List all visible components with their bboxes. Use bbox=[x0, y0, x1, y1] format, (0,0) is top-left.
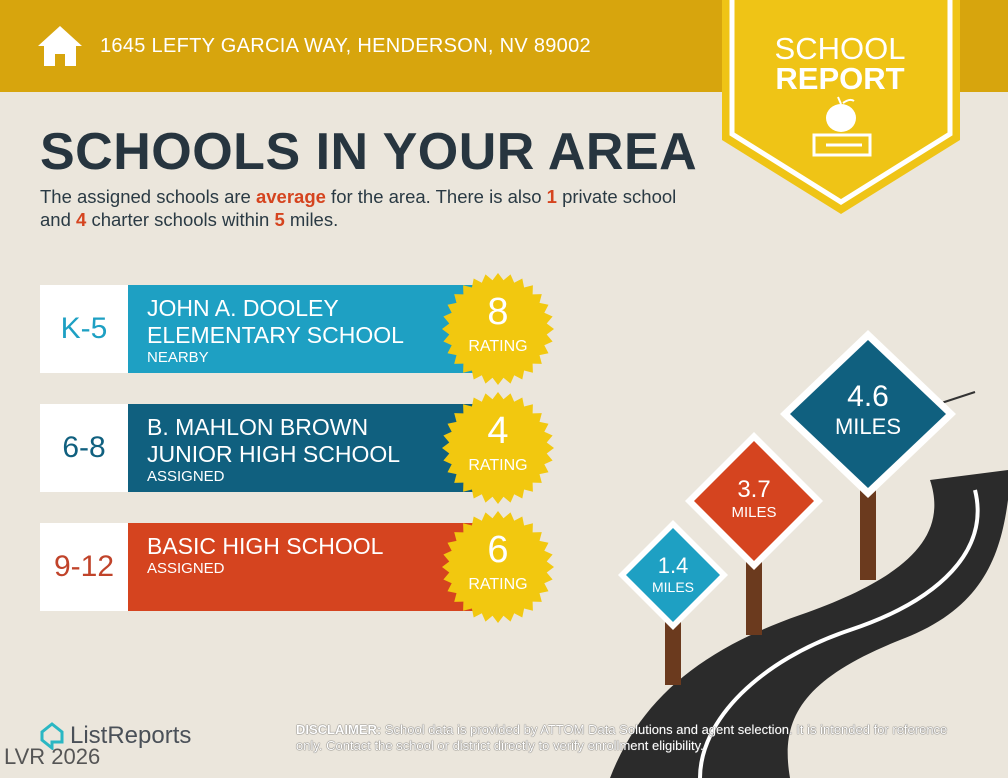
rating-label: RATING bbox=[468, 457, 528, 474]
sign-unit: MILES bbox=[731, 504, 777, 521]
road bbox=[610, 470, 1008, 778]
intro-text: The assigned schools are average for the… bbox=[40, 186, 677, 230]
rating-label: RATING bbox=[468, 576, 528, 593]
rating-starburst-icon bbox=[442, 511, 554, 623]
school-name: JOHN A. DOOLEY bbox=[147, 295, 339, 321]
school-name: BASIC HIGH SCHOOL bbox=[147, 533, 384, 559]
school-report-badge: SCHOOL REPORT bbox=[722, 0, 960, 219]
badge-line1: SCHOOL bbox=[774, 31, 906, 66]
rating-label: RATING bbox=[468, 338, 528, 355]
sign-value: 3.7 bbox=[737, 476, 771, 503]
school-status: NEARBY bbox=[147, 349, 209, 366]
school-name-bar: JOHN A. DOOLEY ELEMENTARY SCHOOL NEARBY bbox=[128, 285, 473, 373]
school-row: 9-12 BASIC HIGH SCHOOL ASSIGNED 6 RATING bbox=[40, 511, 560, 623]
apple-on-book-icon bbox=[812, 96, 872, 157]
sign-value: 1.4 bbox=[657, 553, 689, 578]
sign-3-7-miles bbox=[685, 432, 823, 570]
grade-level: K-5 bbox=[40, 285, 128, 373]
brand-name: ListReports bbox=[70, 722, 192, 749]
school-row: 6-8 B. MAHLON BROWN JUNIOR HIGH SCHOOL ASS… bbox=[40, 392, 560, 504]
school-status: ASSIGNED bbox=[147, 468, 225, 485]
sign-1-4-miles bbox=[618, 520, 728, 630]
school-name: JUNIOR HIGH SCHOOL bbox=[147, 441, 401, 467]
school-name: B. MAHLON BROWN bbox=[147, 414, 369, 440]
sign-label-1: 1.4 MILES bbox=[633, 553, 713, 595]
page-title: SCHOOLS IN YOUR AREA bbox=[40, 123, 698, 181]
listreports-logo: ListReports bbox=[40, 722, 191, 750]
rating-value: 6 bbox=[487, 529, 509, 571]
grade-level: 6-8 bbox=[40, 404, 128, 492]
sign-unit: MILES bbox=[834, 414, 902, 439]
watermark: LVR 2026 bbox=[4, 744, 101, 769]
rating-starburst-icon bbox=[442, 392, 554, 504]
school-row: K-5 JOHN A. DOOLEY ELEMENTARY SCHOOL NEARB… bbox=[40, 273, 560, 385]
badge-line2: REPORT bbox=[775, 61, 905, 96]
sign-value: 4.6 bbox=[847, 380, 889, 413]
disclaimer: DISCLAIMER: School data is provided by A… bbox=[296, 722, 948, 753]
school-name-bar: B. MAHLON BROWN JUNIOR HIGH SCHOOL ASSIGNE… bbox=[128, 404, 473, 492]
school-status: ASSIGNED bbox=[147, 560, 225, 577]
home-icon bbox=[38, 26, 82, 66]
rating-value: 4 bbox=[487, 410, 509, 452]
grade-level: 9-12 bbox=[40, 523, 128, 611]
school-name-bar: BASIC HIGH SCHOOL ASSIGNED bbox=[128, 523, 473, 611]
school-name: ELEMENTARY SCHOOL bbox=[147, 322, 404, 348]
sign-4-6-miles bbox=[780, 330, 956, 498]
listreports-logo-icon bbox=[40, 722, 64, 750]
rating-value: 8 bbox=[487, 291, 509, 333]
sign-unit: MILES bbox=[651, 579, 694, 595]
rating-starburst-icon bbox=[442, 273, 554, 385]
sign-label-2: 3.7 MILES bbox=[714, 476, 794, 521]
sign-label-3: 4.6 MILES bbox=[818, 380, 918, 440]
property-address: 1645 LEFTY GARCIA WAY, HENDERSON, NV 890… bbox=[100, 35, 591, 57]
